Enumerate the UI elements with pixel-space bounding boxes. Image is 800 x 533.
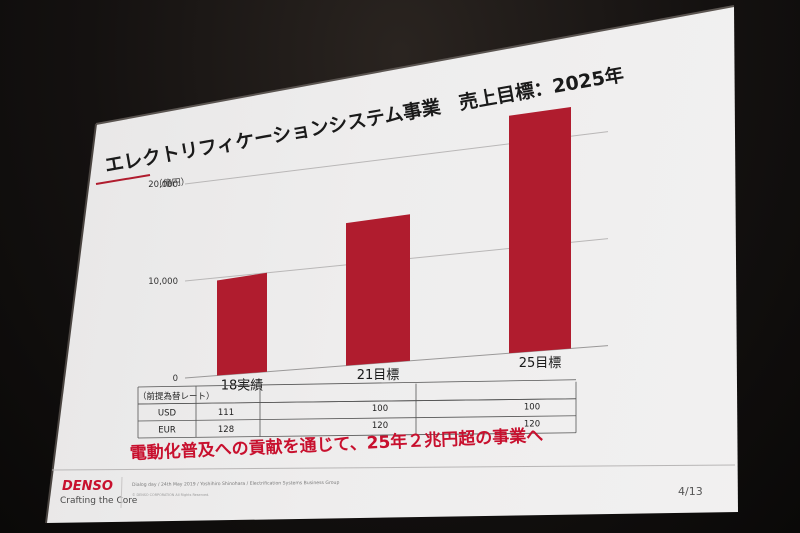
table-cell: 120 [524,419,540,429]
table-row-label: EUR [158,426,176,436]
table-cell: 120 [372,421,388,431]
footer-separator [120,476,123,509]
footer-meta: Dialog day / 24th May 2019 / Yoshihiro S… [132,480,340,488]
footer-divider [51,464,736,471]
chart-y-ticks: 0 10,000 20,000 [148,180,178,384]
table-cell: 100 [524,402,540,412]
title-accent-line [95,174,151,185]
bar [217,272,267,376]
bar [346,214,410,366]
chart-bars [217,106,571,376]
denso-logo: DENSO Crafting the Core [60,479,138,506]
y-axis-unit-label: （億円） [153,176,190,190]
table-rule [137,432,577,439]
y-tick-label: 20,000 [148,180,178,190]
table-cell: 128 [218,425,234,435]
footer-copyright: © DENSO CORPORATION All Rights Reserved. [132,493,209,497]
table-rule [137,415,577,422]
table-row-label: USD [158,409,177,419]
table-cell: 100 [372,404,388,414]
logo-wordmark: DENSO [62,479,113,494]
rate-table-header: （前提為替レート） [138,391,215,402]
category-label: 21目標 [357,368,400,383]
table-cell: 111 [218,408,234,418]
category-label: 25目標 [519,356,562,371]
table-rule [137,379,577,388]
table-rule [137,398,577,405]
exchange-rate-table: （前提為替レート） USD 111 100 100 EUR 128 120 120 [137,379,577,439]
y-tick-label: 0 [173,374,178,384]
key-message: 電動化普及への貢献を通じて、25年２兆円超の事業へ [129,425,543,464]
screen-left-edge [45,123,97,524]
bar [509,106,571,354]
page-number: 4/13 [678,485,703,498]
logo-tagline: Crafting the Core [60,496,138,506]
screen-top-edge [95,5,735,125]
y-tick-label: 10,000 [148,277,178,287]
